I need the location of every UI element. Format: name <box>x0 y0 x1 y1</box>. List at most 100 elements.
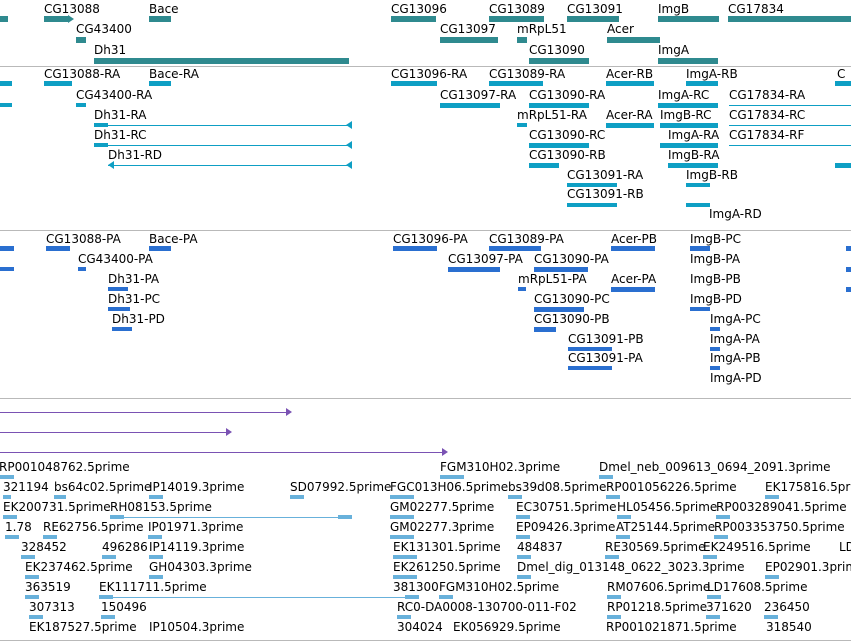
est-feature[interactable] <box>393 555 417 559</box>
est-feature[interactable] <box>110 517 350 518</box>
est-feature[interactable] <box>5 535 19 539</box>
est-feature[interactable] <box>110 515 124 519</box>
gene-feature[interactable] <box>391 16 436 22</box>
protein-feature[interactable] <box>568 347 612 351</box>
clone-feature[interactable] <box>0 432 226 433</box>
protein-feature[interactable] <box>108 307 130 311</box>
transcript-feature[interactable] <box>668 163 718 168</box>
gene-feature[interactable] <box>658 16 719 22</box>
est-feature[interactable] <box>764 615 778 619</box>
transcript-feature[interactable] <box>149 81 171 86</box>
est-feature[interactable] <box>606 495 620 499</box>
protein-feature[interactable] <box>108 287 128 291</box>
gene-feature[interactable] <box>607 37 660 43</box>
est-feature[interactable] <box>440 475 464 479</box>
est-feature[interactable] <box>390 495 414 499</box>
protein-feature[interactable] <box>710 347 720 351</box>
transcript-feature[interactable] <box>567 183 617 187</box>
transcript-feature[interactable] <box>94 143 108 147</box>
gene-feature[interactable] <box>489 16 544 22</box>
est-feature[interactable] <box>517 555 531 559</box>
est-feature[interactable] <box>706 615 720 619</box>
est-feature[interactable] <box>616 535 630 539</box>
protein-feature[interactable] <box>112 327 132 331</box>
est-feature[interactable] <box>405 595 419 599</box>
transcript-feature[interactable] <box>440 103 500 108</box>
protein-feature[interactable] <box>149 246 171 251</box>
transcript-feature[interactable] <box>529 163 559 168</box>
protein-feature[interactable] <box>611 287 655 292</box>
est-feature[interactable] <box>516 515 530 519</box>
transcript-feature[interactable] <box>567 203 617 207</box>
gene-feature[interactable] <box>728 16 851 22</box>
protein-feature[interactable] <box>690 307 710 311</box>
est-feature[interactable] <box>149 555 163 559</box>
transcript-feature[interactable] <box>44 81 72 86</box>
transcript-feature[interactable] <box>529 103 589 108</box>
est-feature[interactable] <box>25 595 39 599</box>
transcript-feature[interactable] <box>0 103 12 107</box>
transcript-feature[interactable] <box>686 183 710 187</box>
est-feature[interactable] <box>605 555 619 559</box>
est-feature[interactable] <box>703 555 717 559</box>
est-feature[interactable] <box>607 595 621 599</box>
protein-feature[interactable] <box>846 246 851 251</box>
transcript-feature[interactable] <box>0 81 12 86</box>
est-feature[interactable] <box>29 615 43 619</box>
gene-feature[interactable] <box>94 58 349 64</box>
protein-feature[interactable] <box>78 267 86 271</box>
transcript-feature[interactable] <box>660 123 718 128</box>
transcript-feature[interactable] <box>686 81 718 86</box>
est-feature[interactable] <box>102 555 116 559</box>
protein-feature[interactable] <box>710 327 720 331</box>
protein-feature[interactable] <box>846 287 851 292</box>
gene-feature[interactable] <box>0 16 8 22</box>
est-feature[interactable] <box>607 615 621 619</box>
est-feature[interactable] <box>3 515 17 519</box>
transcript-feature[interactable] <box>606 123 654 128</box>
protein-feature[interactable] <box>690 246 710 251</box>
clone-feature[interactable] <box>0 412 286 413</box>
gene-feature[interactable] <box>440 37 498 43</box>
est-feature[interactable] <box>338 515 352 519</box>
gene-feature[interactable] <box>76 37 86 43</box>
est-feature[interactable] <box>43 535 57 539</box>
est-feature[interactable] <box>516 535 530 539</box>
transcript-feature[interactable] <box>660 143 718 148</box>
protein-feature[interactable] <box>393 246 437 251</box>
gene-feature[interactable] <box>517 37 527 43</box>
protein-feature[interactable] <box>846 267 851 272</box>
protein-feature[interactable] <box>489 246 541 251</box>
est-feature[interactable] <box>25 575 39 579</box>
est-feature[interactable] <box>617 515 631 519</box>
protein-feature[interactable] <box>710 366 720 370</box>
est-feature[interactable] <box>149 495 163 499</box>
est-feature[interactable] <box>99 595 113 599</box>
protein-feature[interactable] <box>0 246 14 251</box>
est-feature[interactable] <box>99 597 419 598</box>
est-feature[interactable] <box>599 475 613 479</box>
protein-feature[interactable] <box>0 267 14 271</box>
gene-feature[interactable] <box>567 16 619 22</box>
est-feature[interactable] <box>714 535 728 539</box>
protein-feature[interactable] <box>611 246 655 251</box>
gene-feature[interactable] <box>529 58 589 64</box>
est-feature[interactable] <box>148 535 162 539</box>
transcript-feature[interactable] <box>835 81 851 86</box>
protein-feature[interactable] <box>46 246 70 251</box>
transcript-feature[interactable] <box>529 143 589 148</box>
est-feature[interactable] <box>290 495 304 499</box>
est-feature[interactable] <box>21 555 35 559</box>
transcript-feature[interactable] <box>686 203 710 207</box>
protein-feature[interactable] <box>534 307 584 312</box>
transcript-feature[interactable] <box>517 123 527 127</box>
est-feature[interactable] <box>397 615 411 619</box>
est-feature[interactable] <box>508 495 522 499</box>
est-feature[interactable] <box>393 575 417 579</box>
est-feature[interactable] <box>390 515 414 519</box>
est-feature[interactable] <box>101 615 115 619</box>
transcript-feature[interactable] <box>606 81 654 86</box>
gene-feature[interactable] <box>44 16 68 22</box>
clone-feature[interactable] <box>0 452 442 453</box>
transcript-feature[interactable] <box>658 103 718 108</box>
